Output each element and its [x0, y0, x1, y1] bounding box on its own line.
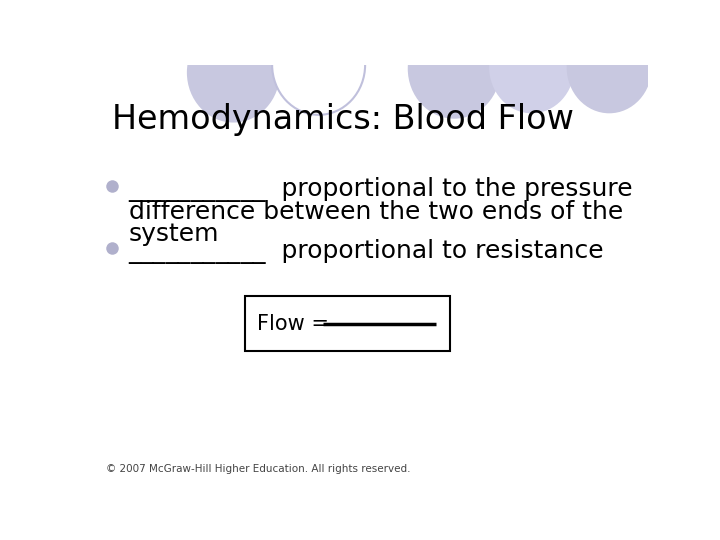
Ellipse shape: [408, 18, 500, 119]
Ellipse shape: [187, 23, 280, 123]
Text: system: system: [129, 222, 220, 246]
Ellipse shape: [567, 21, 652, 113]
Ellipse shape: [272, 15, 365, 115]
Text: ___________  proportional to the pressure: ___________ proportional to the pressure: [129, 177, 634, 202]
FancyBboxPatch shape: [245, 296, 451, 351]
Ellipse shape: [489, 21, 575, 113]
Text: difference between the two ends of the: difference between the two ends of the: [129, 200, 623, 224]
Text: ___________  proportional to resistance: ___________ proportional to resistance: [129, 239, 604, 264]
Text: © 2007 McGraw-Hill Higher Education. All rights reserved.: © 2007 McGraw-Hill Higher Education. All…: [106, 464, 410, 475]
Text: Hemodynamics: Blood Flow: Hemodynamics: Blood Flow: [112, 103, 574, 136]
Text: Flow =: Flow =: [258, 314, 336, 334]
